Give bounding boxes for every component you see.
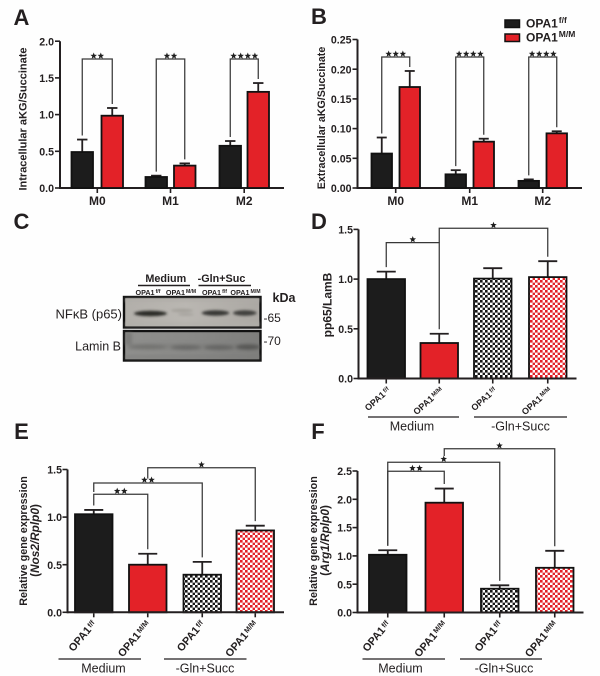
svg-text:OPA1f/f: OPA1f/f: [136, 288, 161, 297]
svg-text:M1: M1: [162, 194, 179, 208]
svg-text:pp65/LamB: pp65/LamB: [321, 272, 335, 337]
svg-text:C: C: [14, 209, 30, 234]
svg-text:0.00: 0.00: [331, 183, 352, 195]
svg-text:Relative gene expression: Relative gene expression: [18, 476, 30, 606]
svg-text:0.25: 0.25: [331, 35, 352, 47]
svg-text:M1: M1: [461, 194, 478, 208]
svg-text:0.5: 0.5: [337, 579, 352, 591]
svg-text:2.5: 2.5: [337, 466, 352, 478]
svg-text:M2: M2: [236, 194, 253, 208]
svg-text:kDa: kDa: [273, 291, 297, 305]
svg-text:Medium: Medium: [145, 273, 186, 285]
svg-text:OPA1M/M: OPA1M/M: [166, 288, 196, 297]
svg-text:Intracellular aKG/Succinate: Intracellular aKG/Succinate: [18, 47, 30, 190]
svg-text:0.10: 0.10: [331, 124, 352, 136]
svg-text:1.0: 1.0: [39, 110, 54, 122]
svg-text:OPA1M/M: OPA1M/M: [230, 288, 260, 297]
svg-text:B: B: [311, 4, 327, 29]
svg-text:0.05: 0.05: [331, 153, 352, 165]
svg-text:A: A: [14, 5, 30, 30]
svg-text:M0: M0: [89, 194, 106, 208]
svg-text:(Arg1/Rplp0): (Arg1/Rplp0): [318, 505, 332, 576]
svg-text:0.0: 0.0: [338, 374, 353, 386]
svg-text:1.5: 1.5: [337, 523, 352, 535]
svg-text:1.0: 1.0: [337, 551, 352, 563]
svg-text:0.5: 0.5: [47, 560, 62, 572]
svg-text:Medium: Medium: [378, 662, 422, 676]
svg-text:0.0: 0.0: [39, 183, 54, 195]
svg-text:2.0: 2.0: [337, 494, 352, 506]
svg-text:0.20: 0.20: [331, 64, 352, 76]
svg-text:Lamin B: Lamin B: [75, 340, 121, 354]
svg-text:OPA1f/f: OPA1f/f: [526, 15, 567, 31]
svg-text:1.0: 1.0: [47, 512, 62, 524]
svg-text:OPA1f/f: OPA1f/f: [202, 288, 227, 297]
svg-text:M0: M0: [387, 194, 404, 208]
svg-text:Extracellular aKG/Succinate: Extracellular aKG/Succinate: [316, 47, 328, 190]
svg-text:1.5: 1.5: [39, 73, 54, 85]
svg-text:Medium: Medium: [81, 662, 125, 676]
svg-text:-65: -65: [264, 311, 282, 325]
svg-text:Relative gene expression: Relative gene expression: [308, 476, 320, 606]
svg-text:(Nos2/Rplp0): (Nos2/Rplp0): [28, 504, 42, 577]
svg-text:D: D: [311, 209, 327, 234]
svg-text:0.0: 0.0: [47, 607, 62, 619]
svg-text:E: E: [14, 419, 29, 444]
svg-text:0.5: 0.5: [338, 324, 353, 336]
svg-text:F: F: [311, 419, 324, 444]
svg-text:-70: -70: [264, 334, 282, 348]
svg-text:2.0: 2.0: [39, 36, 54, 48]
svg-text:1.5: 1.5: [338, 225, 353, 237]
svg-text:0.0: 0.0: [337, 608, 352, 620]
svg-text:-Gln+Succ: -Gln+Succ: [491, 420, 550, 434]
svg-text:M2: M2: [534, 194, 551, 208]
svg-text:1.0: 1.0: [338, 274, 353, 286]
svg-text:1.5: 1.5: [47, 465, 62, 477]
svg-text:NFκB (p65): NFκB (p65): [56, 307, 122, 322]
svg-text:0.15: 0.15: [331, 94, 352, 106]
svg-text:Medium: Medium: [390, 420, 434, 434]
svg-text:0.5: 0.5: [39, 146, 54, 158]
svg-text:-Gln+Succ: -Gln+Succ: [475, 662, 534, 676]
svg-text:-Gln+Suc: -Gln+Suc: [198, 273, 246, 285]
svg-text:-Gln+Succ: -Gln+Succ: [176, 662, 235, 676]
